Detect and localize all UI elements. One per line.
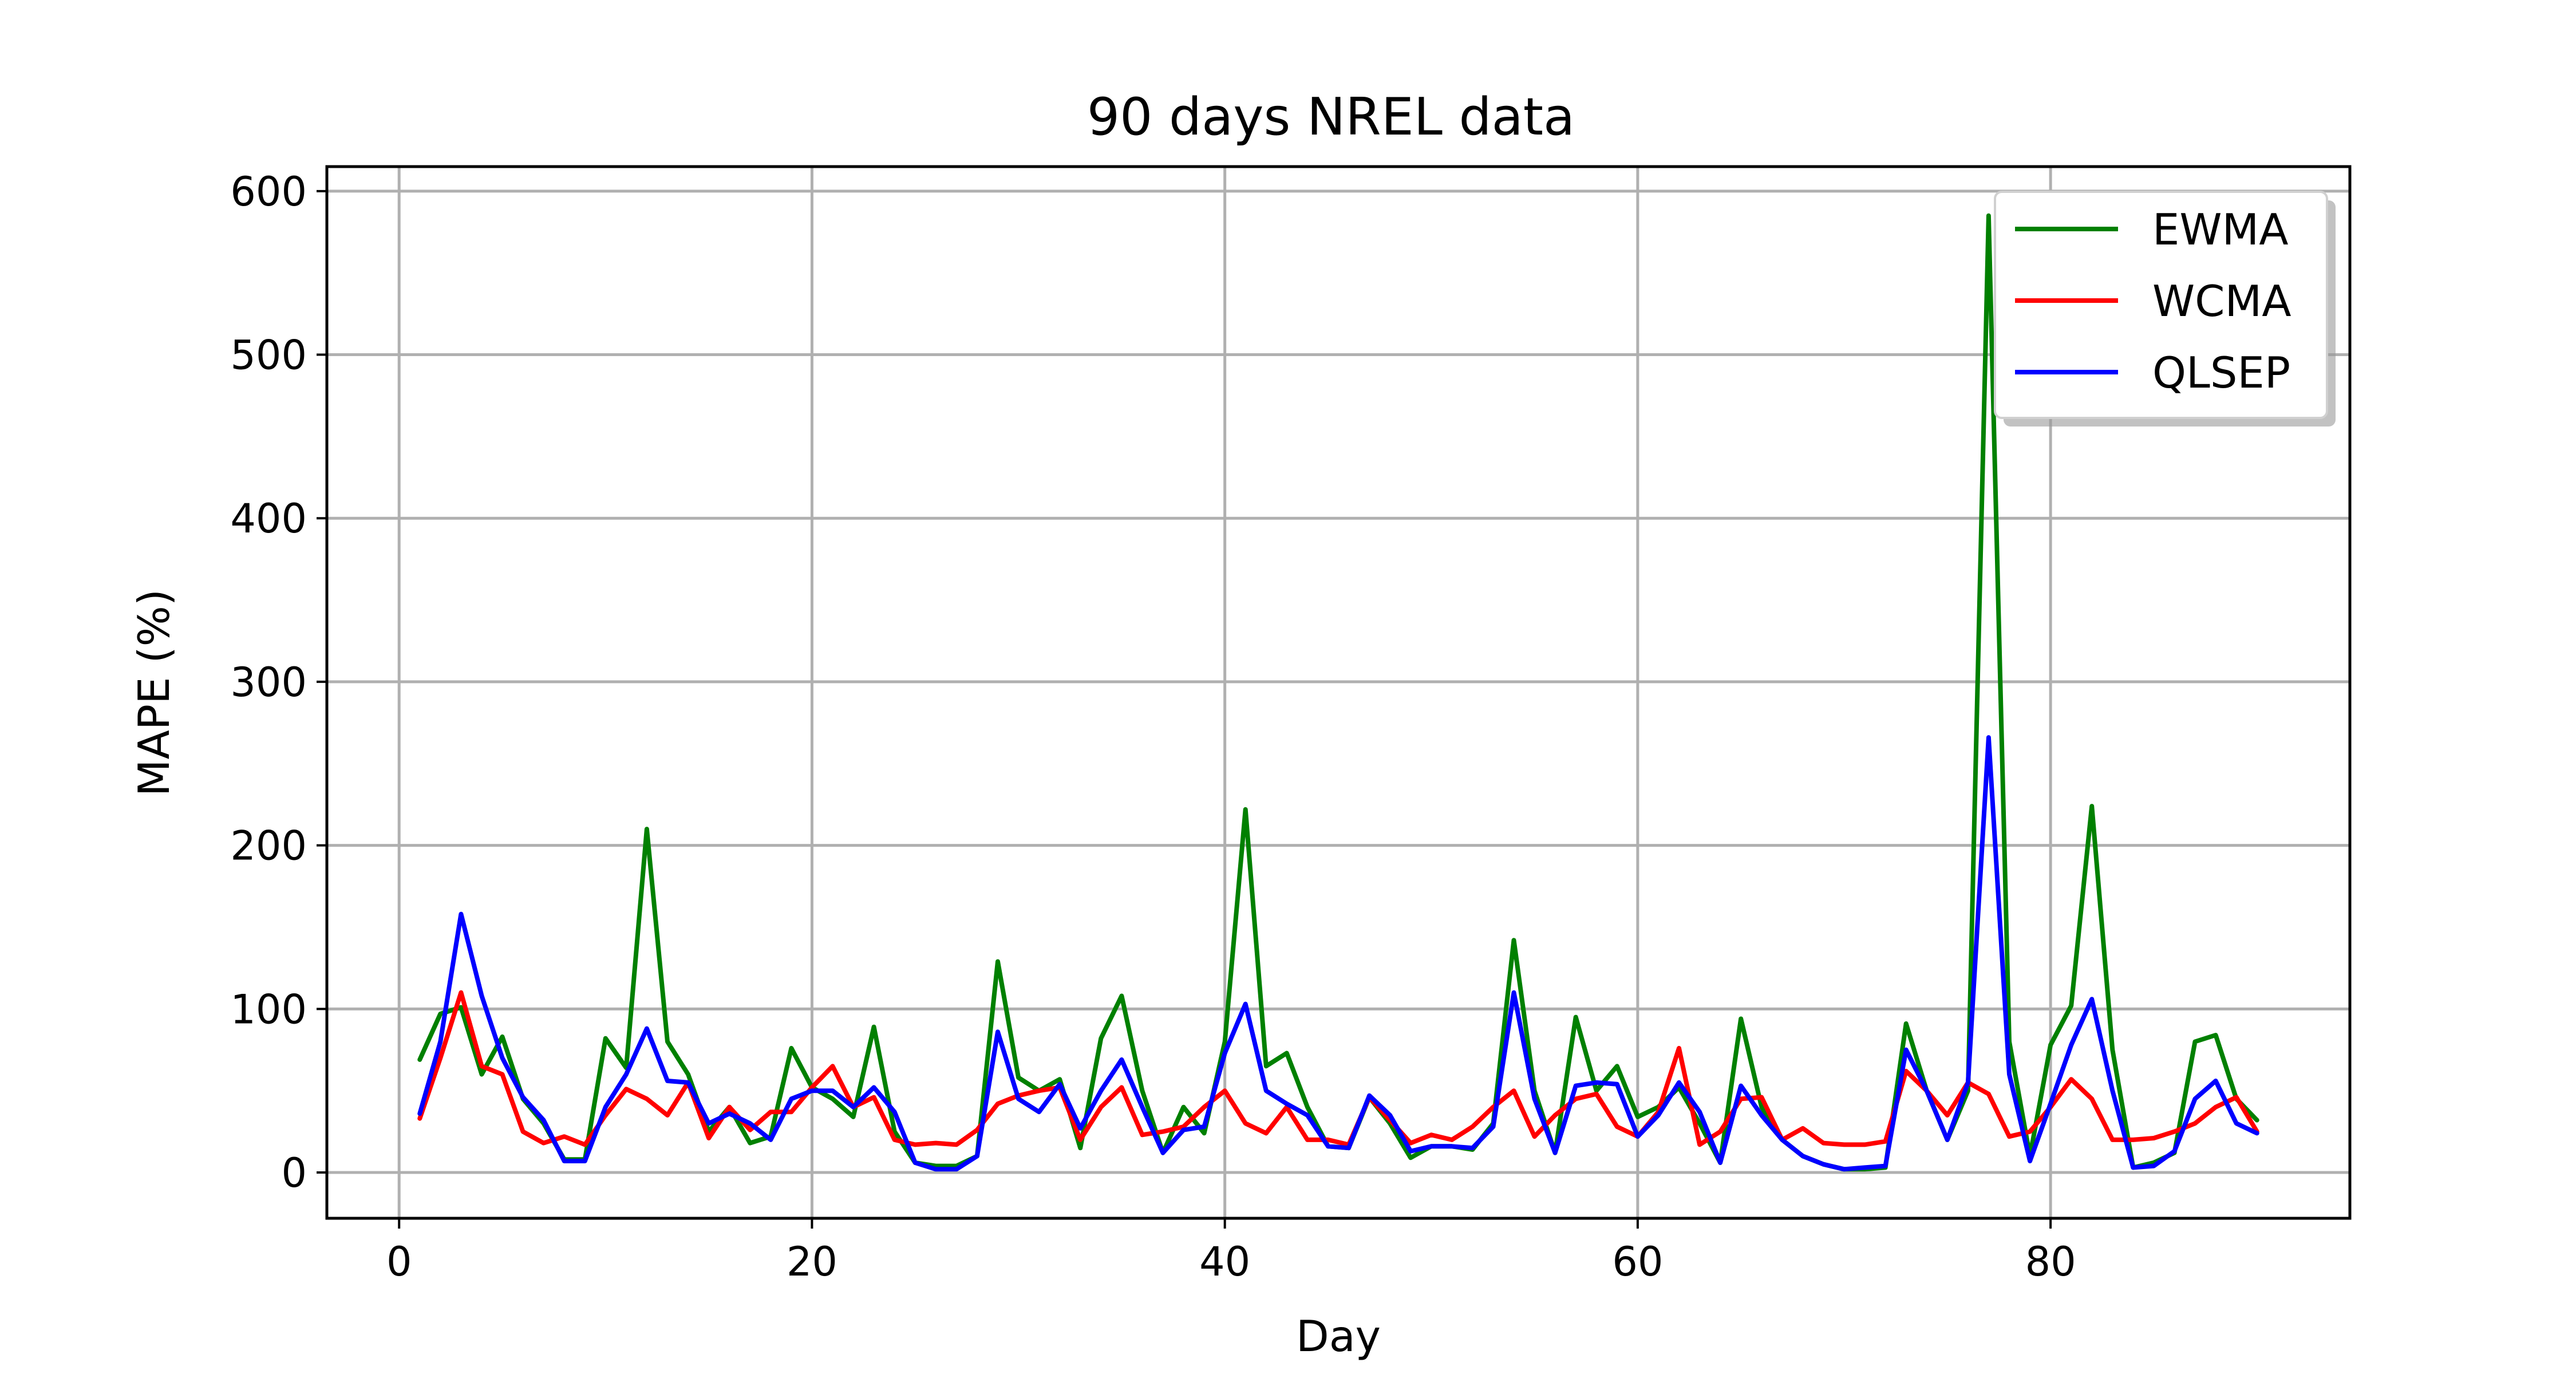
plot-frame bbox=[325, 165, 2352, 1220]
x-tick-label: 40 bbox=[1199, 1238, 1250, 1285]
y-tick-label: 500 bbox=[230, 332, 307, 379]
chart-title: 90 days NREL data bbox=[1087, 87, 1575, 147]
x-tick-label: 80 bbox=[2025, 1238, 2076, 1285]
series-line-wcma bbox=[417, 990, 2259, 1147]
y-axis-label: MAPE (%) bbox=[129, 589, 179, 796]
y-tick-label: 600 bbox=[230, 168, 307, 215]
y-tick-label: 400 bbox=[230, 495, 307, 542]
x-tick-label: 20 bbox=[787, 1238, 837, 1285]
series-lines bbox=[417, 213, 2259, 1172]
y-tick-label: 300 bbox=[230, 659, 307, 706]
x-axis-label: Day bbox=[1296, 1311, 1381, 1361]
series-line-qlsep bbox=[417, 735, 2259, 1172]
legend-label-ewma: EWMA bbox=[2152, 204, 2289, 255]
y-tick-label: 200 bbox=[230, 823, 307, 870]
legend-box bbox=[1994, 191, 2328, 419]
x-tick-label: 0 bbox=[386, 1238, 412, 1285]
legend-label-wcma: WCMA bbox=[2152, 276, 2291, 326]
legend: EWMA WCMA QLSEP bbox=[1994, 191, 2336, 427]
y-tick-label: 0 bbox=[281, 1150, 307, 1197]
y-tick-label: 100 bbox=[230, 986, 307, 1033]
x-tick-label: 60 bbox=[1612, 1238, 1663, 1285]
x-axis-ticks: 0 20 40 60 80 bbox=[386, 1218, 2076, 1285]
y-axis-ticks: 0 100 200 300 400 500 600 bbox=[230, 168, 327, 1197]
legend-label-qlsep: QLSEP bbox=[2152, 348, 2290, 398]
